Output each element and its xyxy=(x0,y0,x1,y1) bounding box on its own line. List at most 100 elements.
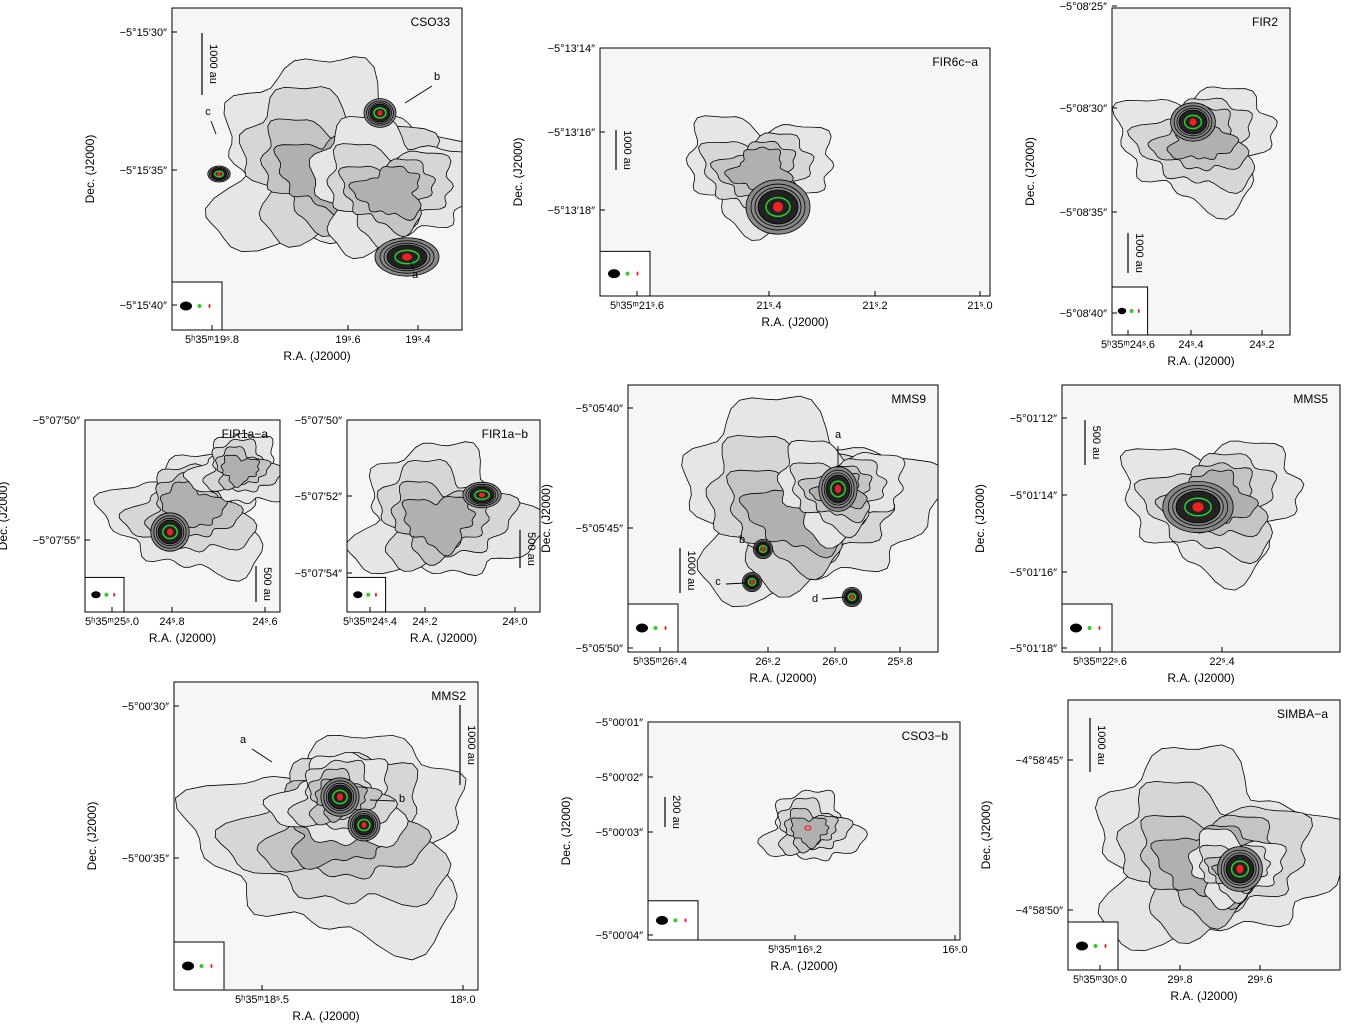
x-tick-label: 24ˢ.2 xyxy=(1249,339,1274,351)
x-tick-label: 5ʰ35ᵐ26ˢ.4 xyxy=(633,656,687,668)
scale-label: 1000 au xyxy=(207,44,219,84)
core-green xyxy=(394,249,420,265)
beam xyxy=(608,269,620,279)
annotation: a xyxy=(240,734,247,746)
map xyxy=(205,56,462,277)
beam-box xyxy=(173,941,225,991)
panel-title: FIR6c−a xyxy=(932,55,978,69)
core-red xyxy=(217,172,221,176)
x-axis-label: R.A. (J2000) xyxy=(410,631,477,645)
core-red xyxy=(1236,864,1244,874)
beam-green xyxy=(673,918,678,923)
y-tick-label: −5°15′30″ xyxy=(120,27,167,39)
x-tick-label: 21ˢ.4 xyxy=(756,300,781,312)
y-axis-label: Dec. (J2000) xyxy=(973,484,987,553)
beam-red xyxy=(208,304,211,308)
panel: MMS9 5ʰ35ᵐ26ˢ.4 26ˢ.2 26ˢ.0 25ˢ.8 −5°05′40″ −5… xyxy=(539,384,939,685)
core-green xyxy=(357,818,371,832)
scale-label: 500 au xyxy=(1090,426,1102,460)
beam xyxy=(182,961,194,971)
beam-box xyxy=(627,603,679,653)
beam-green xyxy=(199,964,204,968)
y-axis-label: Dec. (J2000) xyxy=(979,801,993,870)
annotation: a xyxy=(835,429,842,441)
beam-green xyxy=(197,304,202,308)
beam xyxy=(353,591,363,599)
core-red xyxy=(773,201,783,213)
scale-label: 500 au xyxy=(261,567,273,601)
x-tick-label: 24ˢ.2 xyxy=(412,616,437,628)
beam xyxy=(1076,941,1088,951)
x-tick-label: 24ˢ.0 xyxy=(502,616,527,628)
y-tick-label: −5°01′14″ xyxy=(1010,490,1057,502)
x-axis-label: R.A. (J2000) xyxy=(149,631,216,645)
y-tick-label: −5°05′40″ xyxy=(576,403,623,415)
core-green xyxy=(1184,497,1212,517)
map xyxy=(347,441,540,577)
x-tick-label: 22ˢ.4 xyxy=(1209,656,1234,668)
beam-green xyxy=(625,271,630,276)
beam-red xyxy=(636,271,639,276)
y-tick-label: −5°07′50″ xyxy=(295,415,342,427)
core-green xyxy=(373,107,387,119)
panel-title: CSO3−b xyxy=(902,729,949,743)
core-red xyxy=(1192,502,1204,512)
y-tick-label: −5°01′18″ xyxy=(1010,643,1057,655)
core-green xyxy=(847,592,857,602)
y-tick-label: −5°01′12″ xyxy=(1010,413,1057,425)
x-tick-label: 5ʰ35ᵐ24ˢ.6 xyxy=(1101,339,1155,351)
y-axis-label: Dec. (J2000) xyxy=(559,797,573,866)
core-green xyxy=(332,789,348,805)
beam-green xyxy=(1093,944,1098,948)
core-green xyxy=(758,544,768,554)
core-red xyxy=(804,825,812,831)
x-tick-label: 5ʰ35ᵐ24ˢ.4 xyxy=(343,616,397,628)
map xyxy=(1112,86,1278,220)
scale-label: 1000 au xyxy=(621,130,633,170)
y-axis-label: Dec. (J2000) xyxy=(85,802,99,871)
x-tick-label: 5ʰ35ᵐ19ˢ.8 xyxy=(185,334,239,346)
x-tick-label: 24ˢ.8 xyxy=(159,616,184,628)
y-tick-label: −5°00′02″ xyxy=(596,772,643,784)
y-tick-label: −5°08′40″ xyxy=(1060,308,1107,320)
core-red xyxy=(361,822,367,828)
map xyxy=(1094,744,1340,951)
annotation-arrow xyxy=(404,85,433,104)
beam xyxy=(1117,307,1127,315)
beam-box xyxy=(171,281,223,331)
x-axis-label: R.A. (J2000) xyxy=(1170,989,1237,1003)
beam xyxy=(1070,623,1082,633)
x-tick-label: 29ˢ.8 xyxy=(1167,974,1192,986)
x-tick-label: 24ˢ.6 xyxy=(252,616,277,628)
x-tick-label: 21ˢ.2 xyxy=(862,300,887,312)
map xyxy=(681,395,938,608)
annotation-arrow xyxy=(210,120,217,135)
x-tick-label: 19ˢ.4 xyxy=(405,334,430,346)
annotation: b xyxy=(434,71,440,83)
panel-title: MMS9 xyxy=(891,392,926,406)
y-tick-label: −5°00′30″ xyxy=(122,701,169,713)
core-green xyxy=(747,577,757,587)
panel-title: CSO33 xyxy=(411,15,451,29)
y-tick-label: −5°13′16″ xyxy=(548,127,595,139)
y-tick-label: −5°13′14″ xyxy=(548,43,595,55)
x-axis-label: R.A. (J2000) xyxy=(292,1009,359,1023)
beam-red xyxy=(1098,626,1101,630)
core-red xyxy=(850,595,854,599)
x-axis-label: R.A. (J2000) xyxy=(761,315,828,329)
y-axis-label: Dec. (J2000) xyxy=(1023,137,1037,206)
scale-label: 1000 au xyxy=(1133,233,1145,273)
annotation-arrow xyxy=(251,748,273,763)
x-axis-label: R.A. (J2000) xyxy=(283,349,350,363)
map xyxy=(1119,440,1305,591)
y-tick-label: −5°15′40″ xyxy=(120,300,167,312)
frame xyxy=(84,419,281,613)
annotation: b xyxy=(399,793,405,805)
frame xyxy=(599,47,991,297)
panel: FIR6c−a 5ʰ35ᵐ21ˢ.6 21ˢ.4 21ˢ.2 21ˢ.0 −5°13′14… xyxy=(511,43,993,329)
core-green xyxy=(474,489,490,501)
panel-title: MMS5 xyxy=(1293,392,1328,406)
y-axis-label: Dec. (J2000) xyxy=(0,482,10,551)
scale-label: 1000 au xyxy=(465,725,477,765)
panel: MMS5 5ʰ35ᵐ22ˢ.6 22ˢ.4 −5°01′12″ −5°01′14″ −5°… xyxy=(973,384,1341,685)
